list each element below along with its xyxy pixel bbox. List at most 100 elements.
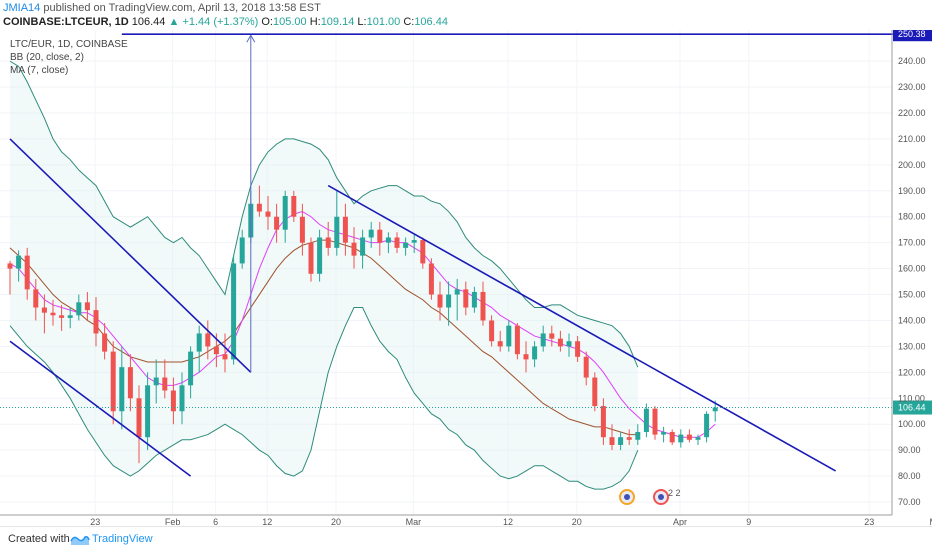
candle-body: [351, 242, 357, 256]
candle: [33, 278, 39, 321]
candle-body: [334, 216, 340, 248]
candle-body: [428, 263, 434, 295]
footer: Created with TradingView: [0, 526, 932, 551]
candle-body: [256, 203, 262, 212]
candle-body: [540, 333, 546, 347]
x-tick-label: May: [929, 517, 932, 526]
tradingview-logo-icon[interactable]: [70, 532, 90, 546]
candle: [67, 307, 73, 329]
candle: [299, 203, 305, 256]
y-tick-label: 110.00: [898, 393, 925, 403]
open-value: 105.00: [272, 16, 307, 28]
candle-body: [600, 406, 606, 438]
candle-body: [420, 240, 426, 264]
candle-body: [84, 302, 90, 311]
candle-body: [669, 432, 675, 443]
candle: [76, 294, 82, 321]
candle-body: [480, 291, 486, 321]
y-tick-label: 190.00: [898, 186, 926, 196]
candle-body: [179, 385, 185, 412]
candle-body: [265, 211, 271, 217]
bollinger-upper: [9, 60, 639, 368]
candle: [506, 320, 512, 352]
candle: [360, 229, 366, 269]
trendline: [9, 340, 192, 477]
candle-body: [678, 434, 684, 443]
candle: [317, 229, 323, 282]
legend-bb: BB (20, close, 2): [10, 52, 84, 63]
created-with-text: Created with: [8, 533, 70, 545]
candle-body: [549, 333, 555, 339]
candle: [179, 372, 185, 425]
candle: [93, 297, 99, 347]
candle-body: [635, 432, 641, 440]
arrow-head-icon: [246, 34, 256, 43]
y-tick-label: 240.00: [898, 56, 926, 66]
candle-body: [712, 407, 718, 412]
candle: [222, 333, 228, 373]
y-tick-label: 140.00: [898, 315, 926, 325]
candle-body: [231, 263, 237, 360]
author-link[interactable]: JMIA14: [3, 2, 41, 14]
low-value: 101.00: [366, 16, 401, 28]
candle-body: [523, 354, 529, 360]
tradingview-brand[interactable]: TradingView: [92, 533, 153, 545]
candle-body: [308, 242, 314, 274]
event-marker-icon: [658, 494, 664, 500]
candle-body: [686, 434, 692, 440]
candle: [463, 281, 469, 316]
last-price-label: 106.44: [898, 403, 926, 413]
high-value: 109.14: [320, 16, 355, 28]
trend-lines[interactable]: [9, 33, 932, 477]
candle: [265, 195, 271, 230]
candle-body: [76, 302, 82, 316]
y-tick-label: 160.00: [898, 264, 926, 274]
candle: [583, 351, 589, 386]
candle-body: [239, 237, 245, 264]
candle: [291, 190, 297, 222]
candle: [489, 315, 495, 347]
candle-body: [394, 237, 400, 248]
candle-body: [136, 398, 142, 438]
candle: [334, 190, 340, 256]
candle: [394, 232, 400, 254]
x-tick-label: Mar: [406, 517, 422, 526]
price-axis[interactable]: 70.00 80.00 90.00 100.00 110.00 120.00 130.00 1…: [898, 56, 926, 507]
candle: [162, 359, 168, 399]
candle-body: [291, 195, 297, 217]
candle: [514, 323, 520, 360]
candle: [119, 346, 125, 430]
candle-body: [145, 385, 151, 438]
last-price-line: 106.44 250.38: [0, 30, 932, 415]
candle-body: [102, 333, 108, 352]
trendline: [9, 138, 252, 373]
candle-body: [325, 237, 331, 248]
candle: [480, 281, 486, 326]
y-tick-label: 100.00: [898, 419, 926, 429]
candle-body: [33, 289, 39, 308]
candle: [282, 190, 288, 243]
candle: [325, 221, 331, 256]
candle-body: [110, 351, 116, 412]
bollinger-basis: [9, 239, 638, 436]
candle-body: [652, 408, 658, 435]
candle: [635, 424, 641, 445]
y-tick-label: 90.00: [898, 445, 921, 455]
x-tick-label: 12: [503, 517, 513, 526]
publish-line: JMIA14 published on TradingView.com, Apr…: [3, 2, 321, 14]
time-axis[interactable]: 23Feb61220Mar1220Apr923May14: [90, 517, 932, 526]
bollinger-lower: [9, 307, 639, 490]
y-tick-label: 210.00: [898, 134, 926, 144]
y-tick-label: 130.00: [898, 341, 926, 351]
price-chart[interactable]: 106.44 250.38 70.00 80.00 90.00 100.00 110.00…: [0, 30, 932, 526]
candle-body: [188, 351, 194, 386]
candle: [145, 372, 151, 451]
candle: [437, 281, 443, 321]
candle-body: [411, 240, 417, 243]
candle: [652, 406, 658, 440]
candle-body: [489, 320, 495, 342]
x-tick-label: 23: [864, 517, 874, 526]
trendline: [327, 184, 836, 472]
change-value: +1.44 (+1.37%): [182, 16, 259, 28]
candle: [497, 330, 503, 352]
